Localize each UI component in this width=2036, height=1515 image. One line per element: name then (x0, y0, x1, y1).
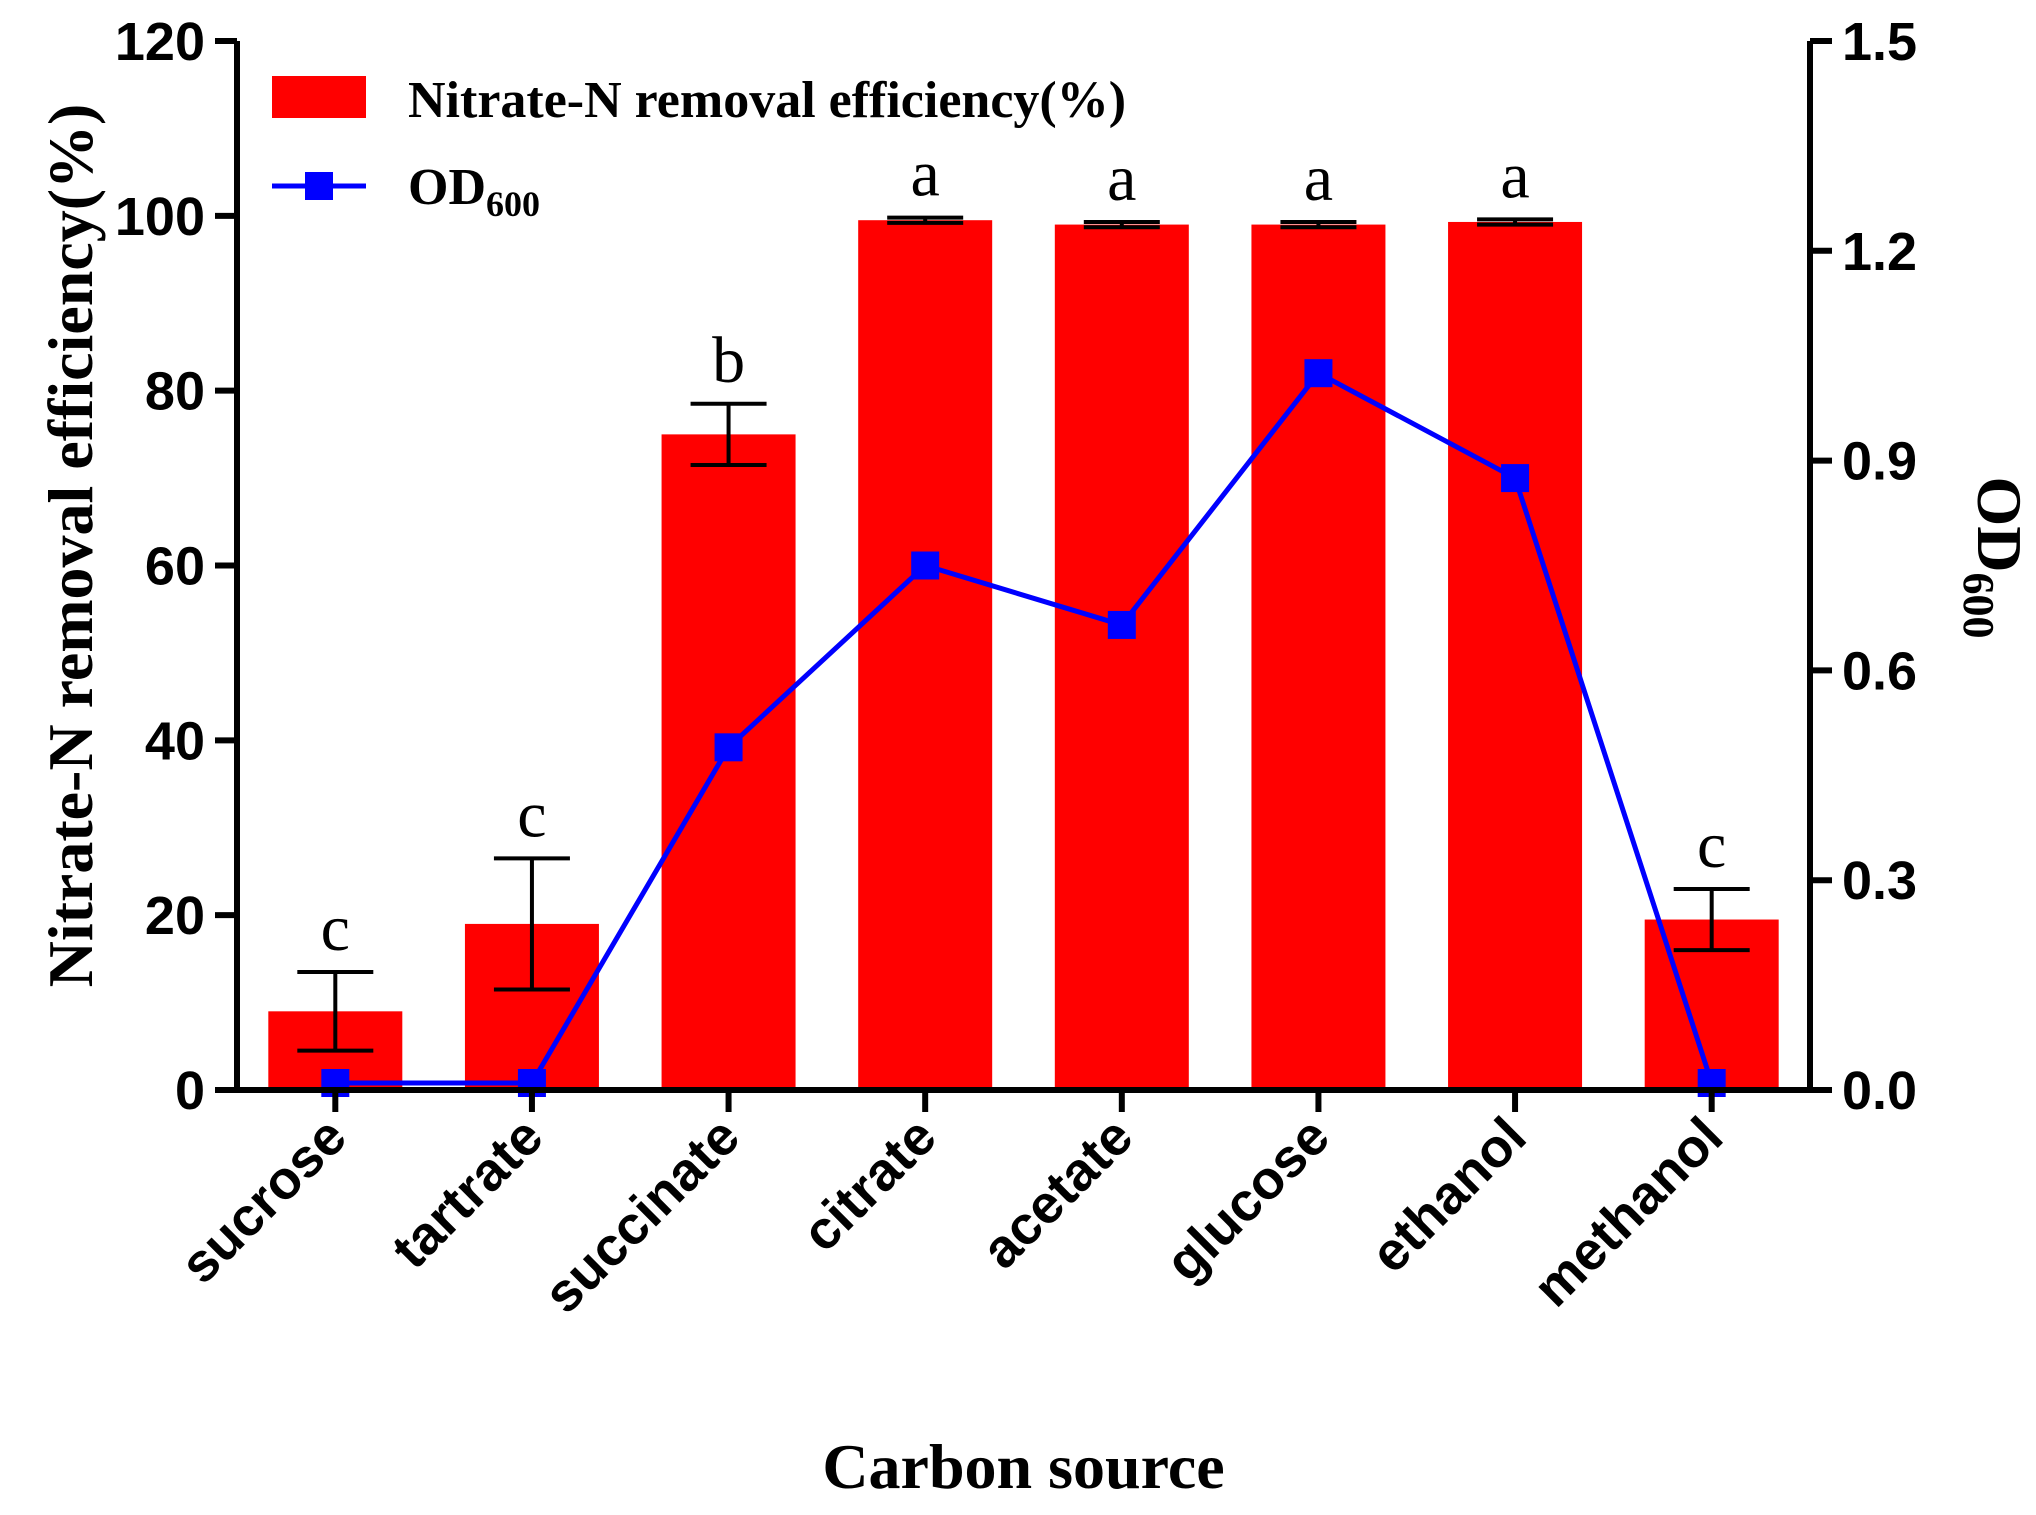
right-tick-label-1.5: 1.5 (1842, 12, 1917, 72)
significance-labels-layer: c c b a a a a c (321, 138, 1727, 965)
x-tick-label-citrate: citrate (791, 1106, 948, 1263)
od600-line (335, 369, 1715, 1086)
significance-label-acetate: a (1107, 142, 1136, 215)
left-tick-label-60: 60 (145, 537, 205, 597)
right-tick-label-0.3: 0.3 (1842, 851, 1917, 911)
error-bar-sucrose (297, 969, 374, 1053)
od600-marker-ethanol (1501, 464, 1530, 493)
left-tick-label-40: 40 (145, 711, 205, 771)
significance-label-sucrose: c (321, 892, 350, 965)
right-tick-label-0.6: 0.6 (1842, 641, 1917, 701)
ticks-layer: 0 20 40 60 80 100 120 0.0 0.3 0.6 0.9 1.2 1.5 sucrose… (115, 12, 1917, 1325)
error-bar-acetate (1083, 219, 1160, 230)
bar-acetate (1054, 224, 1189, 1090)
legend-line-label: OD600 (408, 159, 540, 224)
significance-label-succinate: b (712, 324, 745, 397)
od600-marker-citrate (911, 551, 940, 580)
error-bar-ethanol (1477, 217, 1554, 227)
significance-label-tartrate: c (517, 778, 546, 851)
y2-axis-title: OD600 (1954, 477, 2035, 639)
error-bar-succinate (690, 401, 767, 467)
legend: Nitrate-N removal efficiency(%) OD600 (272, 72, 1126, 224)
axis-labels-layer: Carbon source Nitrate-N removal efficienc… (35, 104, 2035, 1502)
od600-marker-acetate (1107, 610, 1136, 639)
bar-ethanol (1448, 221, 1583, 1090)
y2-axis-title-main: OD (1964, 477, 2035, 573)
x-tick-label-methanol: methanol (1522, 1106, 1734, 1318)
error-bar-glucose (1280, 219, 1357, 230)
legend-line-marker (305, 172, 333, 200)
significance-label-methanol: c (1697, 809, 1726, 882)
x-tick-label-ethanol: ethanol (1359, 1106, 1537, 1284)
x-axis-title: Carbon source (822, 1431, 1224, 1502)
bars-layer (268, 220, 1779, 1090)
error-bar-citrate (887, 215, 964, 225)
legend-bar-swatch (272, 76, 366, 118)
left-tick-label-100: 100 (115, 187, 205, 247)
legend-bar-label: Nitrate-N removal efficiency(%) (408, 72, 1126, 129)
error-bar-methanol (1673, 886, 1750, 953)
x-tick-label-succinate: succinate (532, 1106, 751, 1325)
significance-label-glucose: a (1304, 142, 1333, 215)
od600-marker-succinate (714, 733, 743, 762)
significance-label-ethanol: a (1500, 139, 1529, 212)
od600-line-layer (321, 359, 1726, 1098)
bar-succinate (661, 434, 796, 1090)
left-tick-label-120: 120 (115, 12, 205, 72)
error-bar-tartrate (493, 856, 570, 992)
y-axis-title: Nitrate-N removal efficiency(%) (35, 104, 106, 988)
left-tick-label-20: 20 (145, 886, 205, 946)
x-tick-label-glucose: glucose (1154, 1106, 1341, 1293)
right-tick-label-1.2: 1.2 (1842, 222, 1917, 282)
x-tick-label-tartrate: tartrate (380, 1106, 554, 1280)
significance-label-citrate: a (911, 138, 940, 211)
legend-line-label-subscript: 600 (486, 184, 540, 224)
left-tick-label-80: 80 (145, 362, 205, 422)
bar-glucose (1251, 224, 1386, 1090)
y2-axis-title-subscript: 600 (1954, 573, 2003, 639)
right-tick-label-0.0: 0.0 (1842, 1061, 1917, 1121)
x-tick-label-sucrose: sucrose (169, 1106, 358, 1295)
od600-marker-glucose (1304, 359, 1333, 388)
left-tick-label-0: 0 (175, 1061, 205, 1121)
right-tick-label-0.9: 0.9 (1842, 432, 1917, 492)
bar-citrate (858, 220, 993, 1090)
legend-line-label-main: OD (408, 159, 486, 216)
error-bars-layer (297, 215, 1750, 1053)
x-tick-label-acetate: acetate (970, 1106, 1144, 1280)
